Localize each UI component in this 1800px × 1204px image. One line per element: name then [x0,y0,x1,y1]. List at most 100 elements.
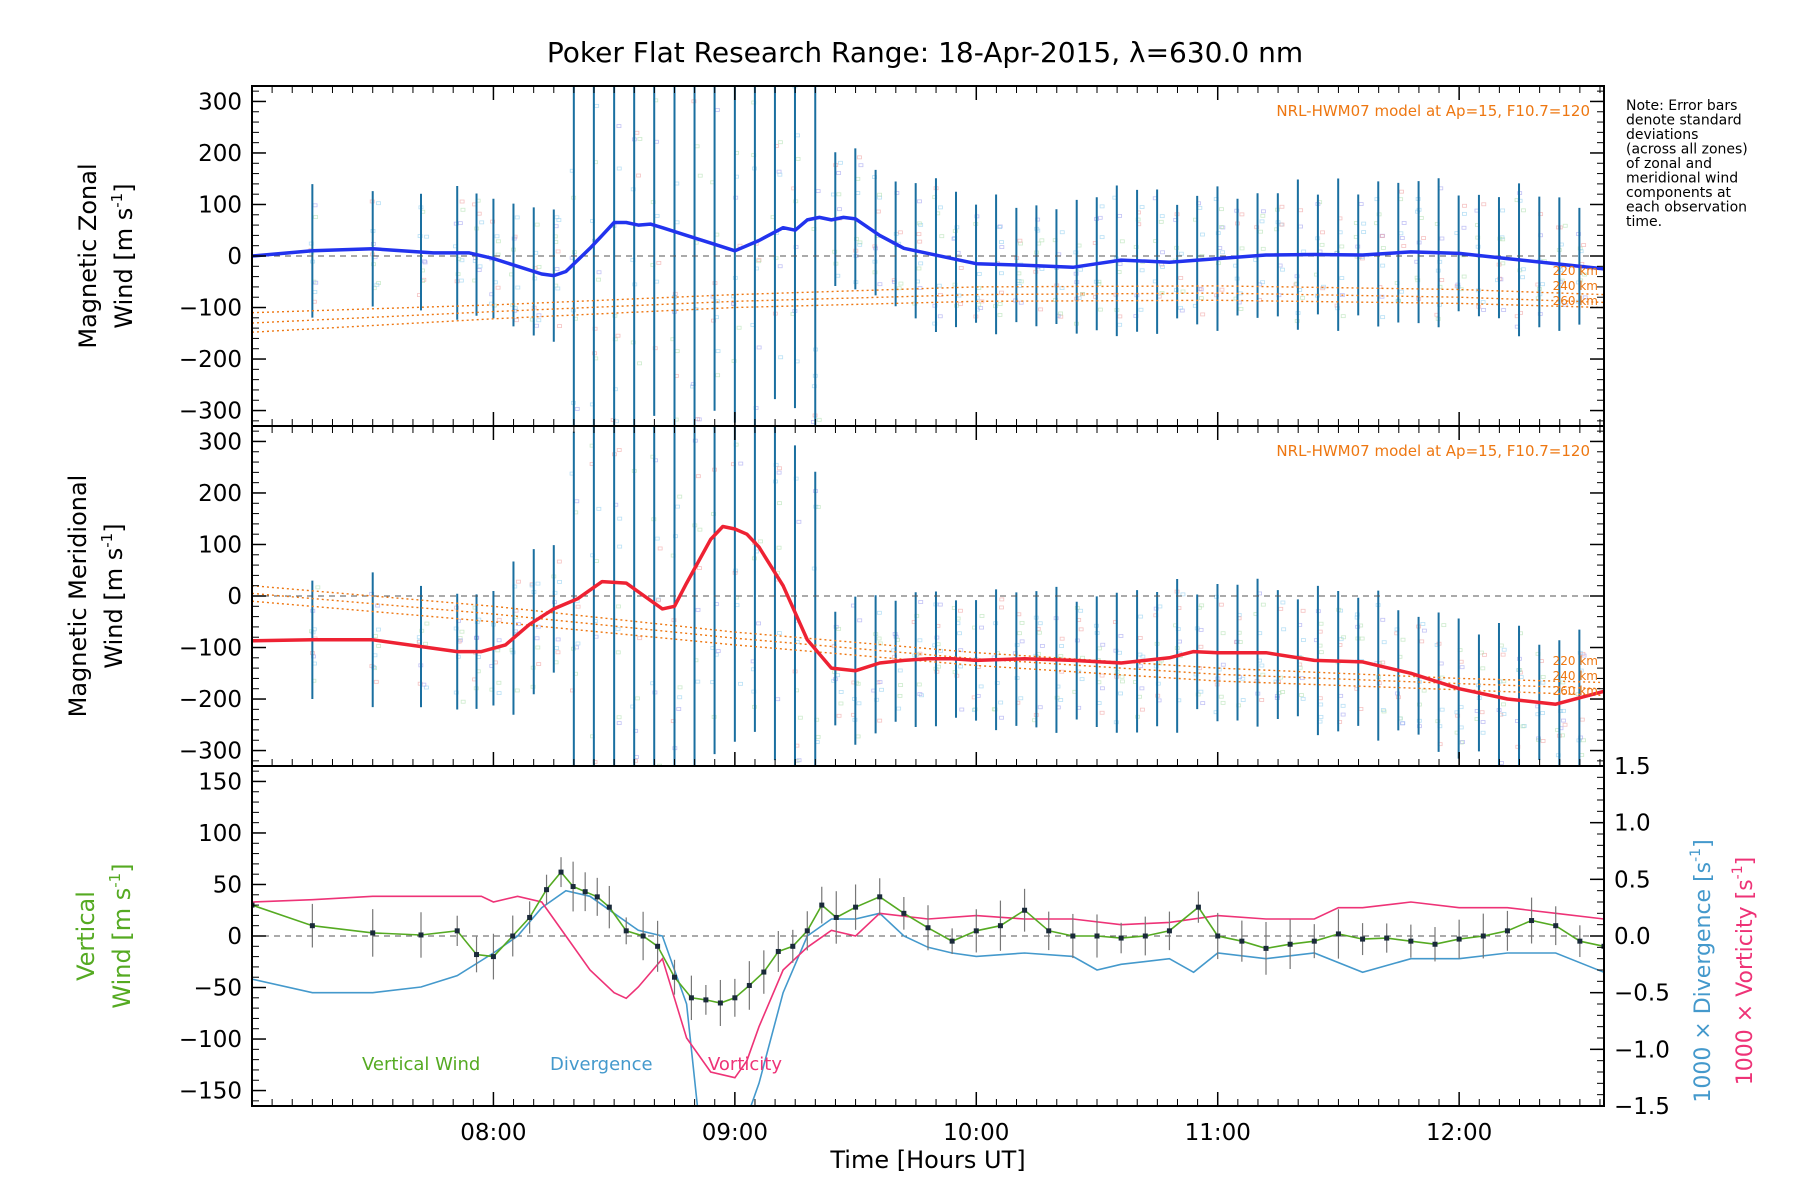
zone-sample [1238,307,1244,311]
zone-sample [1019,639,1025,644]
vertical-wind-point [877,894,883,900]
zone-sample [1240,698,1246,702]
unit-text: 1000 × Vorticity [s [1733,879,1758,1085]
vertical-wind-point [309,923,315,929]
y-tick-label: −100 [179,636,242,662]
zone-sample [516,579,521,584]
zone-sample [1018,279,1024,284]
zone-sample [897,668,903,673]
chart-title: Poker Flat Research Range: 18-Apr-2015, … [547,36,1303,69]
zone-sample [1039,644,1045,648]
zone-sample [496,691,502,695]
vertical-wind-point [454,928,460,934]
zone-sample [1481,202,1487,207]
zone-sample [1099,710,1105,715]
zone-sample [1017,238,1023,243]
zone-sample [496,680,502,685]
zone-sample [1500,652,1506,657]
zone-sample [1281,627,1287,632]
zone-sample [615,333,621,338]
zone-sample [557,579,562,584]
y-tick-label: 100 [198,192,242,218]
vertical-wind-point [623,928,629,934]
zone-sample [1198,644,1204,649]
zone-sample [1099,673,1105,678]
zone-sample [1240,676,1246,681]
unit-close: ] [1691,839,1716,848]
plot-area [252,426,1604,766]
zone-sample [459,629,465,634]
zone-sample [459,199,465,204]
zone-sample [997,302,1003,306]
zone-sample [936,283,942,288]
y-axis-label: Magnetic Meridional [64,475,92,718]
zone-sample [999,597,1005,602]
zone-sample [979,614,985,618]
zone-sample [1280,267,1285,272]
zone-sample [1178,305,1183,310]
zone-sample [958,266,964,270]
vorticity-line [252,895,1604,1079]
zone-sample [1279,222,1285,227]
zone-sample [376,201,381,206]
zone-sample [916,232,922,237]
zone-sample [1361,221,1367,226]
zone-sample [575,641,581,646]
zone-sample [1501,712,1507,716]
zone-sample [1401,221,1407,225]
zone-sample [879,687,884,692]
zone-sample [838,701,844,706]
zone-sample [515,285,521,290]
zone-sample [1319,242,1325,247]
vertical-wind-point [1070,933,1076,939]
zone-sample [1259,663,1265,668]
zone-sample [675,504,680,509]
zone-sample [857,618,863,623]
zone-sample [815,505,821,509]
unit-close: ] [100,523,128,532]
zone-sample [1119,239,1125,244]
zone-sample [556,559,562,564]
zone-sample [1017,284,1022,288]
zone-sample [1220,631,1226,636]
vertical-wind-point [1456,936,1462,942]
zone-sample [514,215,520,220]
vertical-wind-point [1335,931,1341,937]
zone-sample [616,448,622,452]
zone-sample [1198,287,1204,292]
zone-sample [1581,243,1587,247]
zone-sample [836,626,842,631]
zone-sample [1037,705,1043,710]
zone-sample [677,494,683,499]
y2-tick-label: 0.0 [1614,924,1651,950]
unit-text: Wind [m s [110,208,138,329]
zone-sample [999,240,1004,245]
zone-sample [697,527,703,532]
zone-sample [1160,250,1165,255]
zone-sample [1018,696,1024,701]
zone-sample [615,604,621,609]
zone-sample [1339,276,1345,281]
zone-sample [315,585,321,590]
zone-sample [1320,230,1325,235]
zone-sample [514,688,520,693]
vertical-wind-point [1311,938,1317,944]
zone-sample [796,519,802,524]
y2-tick-label: −1.5 [1614,1094,1670,1120]
zone-sample [1058,698,1064,702]
zone-sample [916,221,922,226]
zone-sample [695,474,701,479]
zone-sample [615,627,621,632]
zone-sample [1078,267,1083,272]
y-tick-label: 150 [198,769,242,795]
vertical-wind-point [1195,904,1201,910]
zone-sample [1500,208,1506,213]
y-tick-label: 0 [227,584,242,610]
model-alt-label: 220 km [1553,654,1598,668]
zone-sample [1421,236,1426,240]
zone-sample [958,608,963,613]
y-tick-label: 200 [198,141,242,167]
zone-sample [736,325,742,330]
vertical-wind-point [1094,933,1100,939]
zone-sample [423,641,428,646]
